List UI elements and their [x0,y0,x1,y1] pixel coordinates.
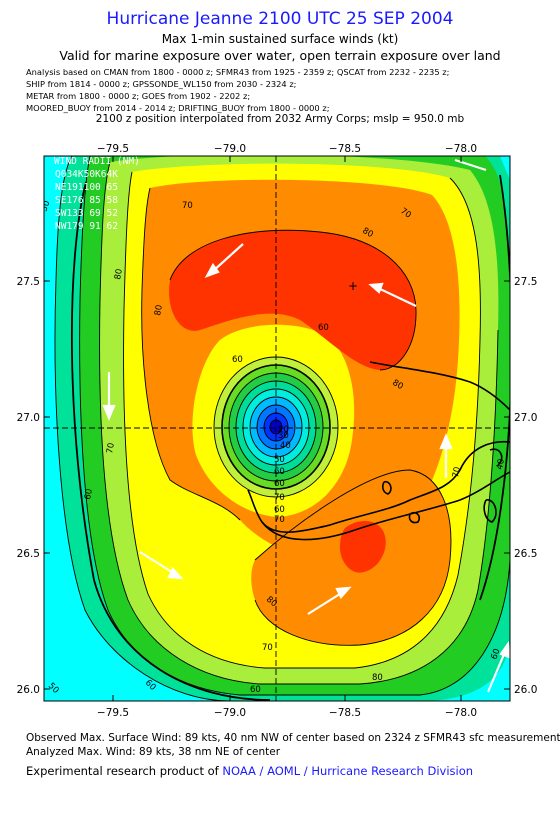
wind-radii-row: SE176 85 58 [55,195,118,206]
source-line: Analysis based on CMAN from 1800 - 0000 … [26,67,450,77]
lat-tick-label: 26.5 [17,548,40,560]
wind-radii-row: NE191100 65 [55,182,118,193]
lon-tick-label: −78.5 [329,707,361,719]
contour-label: 80 [361,226,375,240]
credit-organization: NOAA / AOML / Hurricane Research Divisio… [222,764,474,778]
wind-radii-row: SW133 69 52 [55,208,118,219]
contour-label-group: 50 70 80 60 80 60 70 60 80 80 70 80 70 6… [39,199,507,695]
contour-label: 60 [489,647,502,661]
wind-radii-lines [70,174,510,701]
position-note: 2100 z position interpolated from 2032 A… [95,113,465,125]
lat-tick-label: 27.0 [17,412,40,424]
band-red-north [169,230,417,370]
contour-label: 60 [83,488,95,500]
lon-tick-label: −79.0 [214,143,246,155]
lon-tick-label: −78.0 [445,143,477,155]
lat-tick-labels-left: 27.5 27.0 26.5 26.0 [17,276,40,696]
plot-frame [43,155,511,702]
contour-label: 70 [182,201,193,211]
contour-label: 80 [372,673,383,683]
wind-arrows [102,158,510,693]
contour-label: 70 [451,466,463,478]
validity-note: Valid for marine exposure over water, op… [59,48,501,63]
coastline [247,361,510,541]
wind-arrow [307,586,352,615]
lon-tick-label: −79.5 [97,143,129,155]
wind-radii-row: Q034K50K64K [55,169,118,180]
lat-tick-label: 27.5 [17,276,40,288]
lon-tick-label: −79.0 [214,707,246,719]
wind-radii-header: WIND RADII (NM) [54,156,140,167]
wind-field-map: + 50 70 80 60 80 60 70 60 80 80 70 80 7 [17,143,538,719]
chart-subtitle: Max 1-min sustained surface winds (kt) [161,32,399,46]
wind-radii-row: NW179 91 62 [55,221,118,232]
contour-label: 80 [391,378,405,392]
contour-label: 40 [280,441,291,451]
chart-title: Hurricane Jeanne 2100 UTC 25 SEP 2004 [106,9,454,29]
lon-tick-label: −78.5 [329,143,361,155]
wind-arrow [139,551,184,580]
lat-tick-label: 27.0 [514,412,537,424]
contour-label: 70 [274,515,285,525]
wind-arrow [454,158,487,172]
contour-label: 70 [105,442,117,454]
contour-label: 60 [274,505,285,515]
contour-label: 60 [232,355,243,365]
lon-tick-label: −78.0 [445,707,477,719]
contour-label: 60 [318,323,329,333]
contour-label: 20 [278,425,289,435]
contour-label: 80 [153,304,165,316]
band-red-south [340,521,386,573]
wind-arrow [102,372,116,421]
contour-lines [54,156,510,701]
source-line: MOORED_BUOY from 2014 - 2014 z; DRIFTING… [26,103,330,113]
contour-label: 30 [278,431,289,441]
contour-label: 60 [274,479,285,489]
contour-label: 80 [113,268,125,280]
lat-tick-label: 26.0 [17,684,40,696]
contour-label: 50 [274,455,285,465]
wind-radii-table: WIND RADII (NM) Q034K50K64K NE191100 65 … [54,156,140,232]
observed-max-wind: Observed Max. Surface Wind: 89 kts, 40 n… [26,732,560,744]
contour-label: 60 [274,467,285,477]
lat-tick-label: 26.5 [514,548,537,560]
credit-prefix: Experimental research product of [26,764,223,778]
lat-tick-label: 27.5 [514,276,537,288]
contour-label: 50 [39,199,52,213]
credit-line: Experimental research product of NOAA / … [26,764,473,778]
lon-tick-labels-bottom: −79.5 −79.0 −78.5 −78.0 [97,707,477,719]
lon-tick-labels-top: −79.5 −79.0 −78.5 −78.0 [97,143,477,155]
wind-contours: + 50 70 80 60 80 60 70 60 80 80 70 80 7 [39,156,510,701]
wind-arrow [486,640,510,693]
source-line: SHIP from 1814 - 0000 z; GPSSONDE_WL150 … [26,79,297,89]
contour-label: 60 [250,685,261,695]
wind-arrow [439,433,453,478]
contour-label: 40 [495,458,507,470]
analyzed-max-wind: Analyzed Max. Wind: 89 kts, 38 nm NE of … [26,746,281,758]
contour-label: 70 [262,643,273,653]
lat-tick-label: 26.0 [514,684,537,696]
source-line: METAR from 1800 - 0000 z; GOES from 1902… [26,91,251,101]
center-crosshair [44,156,510,701]
lat-tick-labels-right: 27.5 27.0 26.5 26.0 [514,276,537,696]
lon-tick-label: −79.5 [97,707,129,719]
tick-marks [44,156,510,701]
contour-label: 70 [274,493,285,503]
max-wind-marker: + [348,279,358,293]
wind-arrow [368,282,417,307]
wind-arrow [204,243,244,279]
